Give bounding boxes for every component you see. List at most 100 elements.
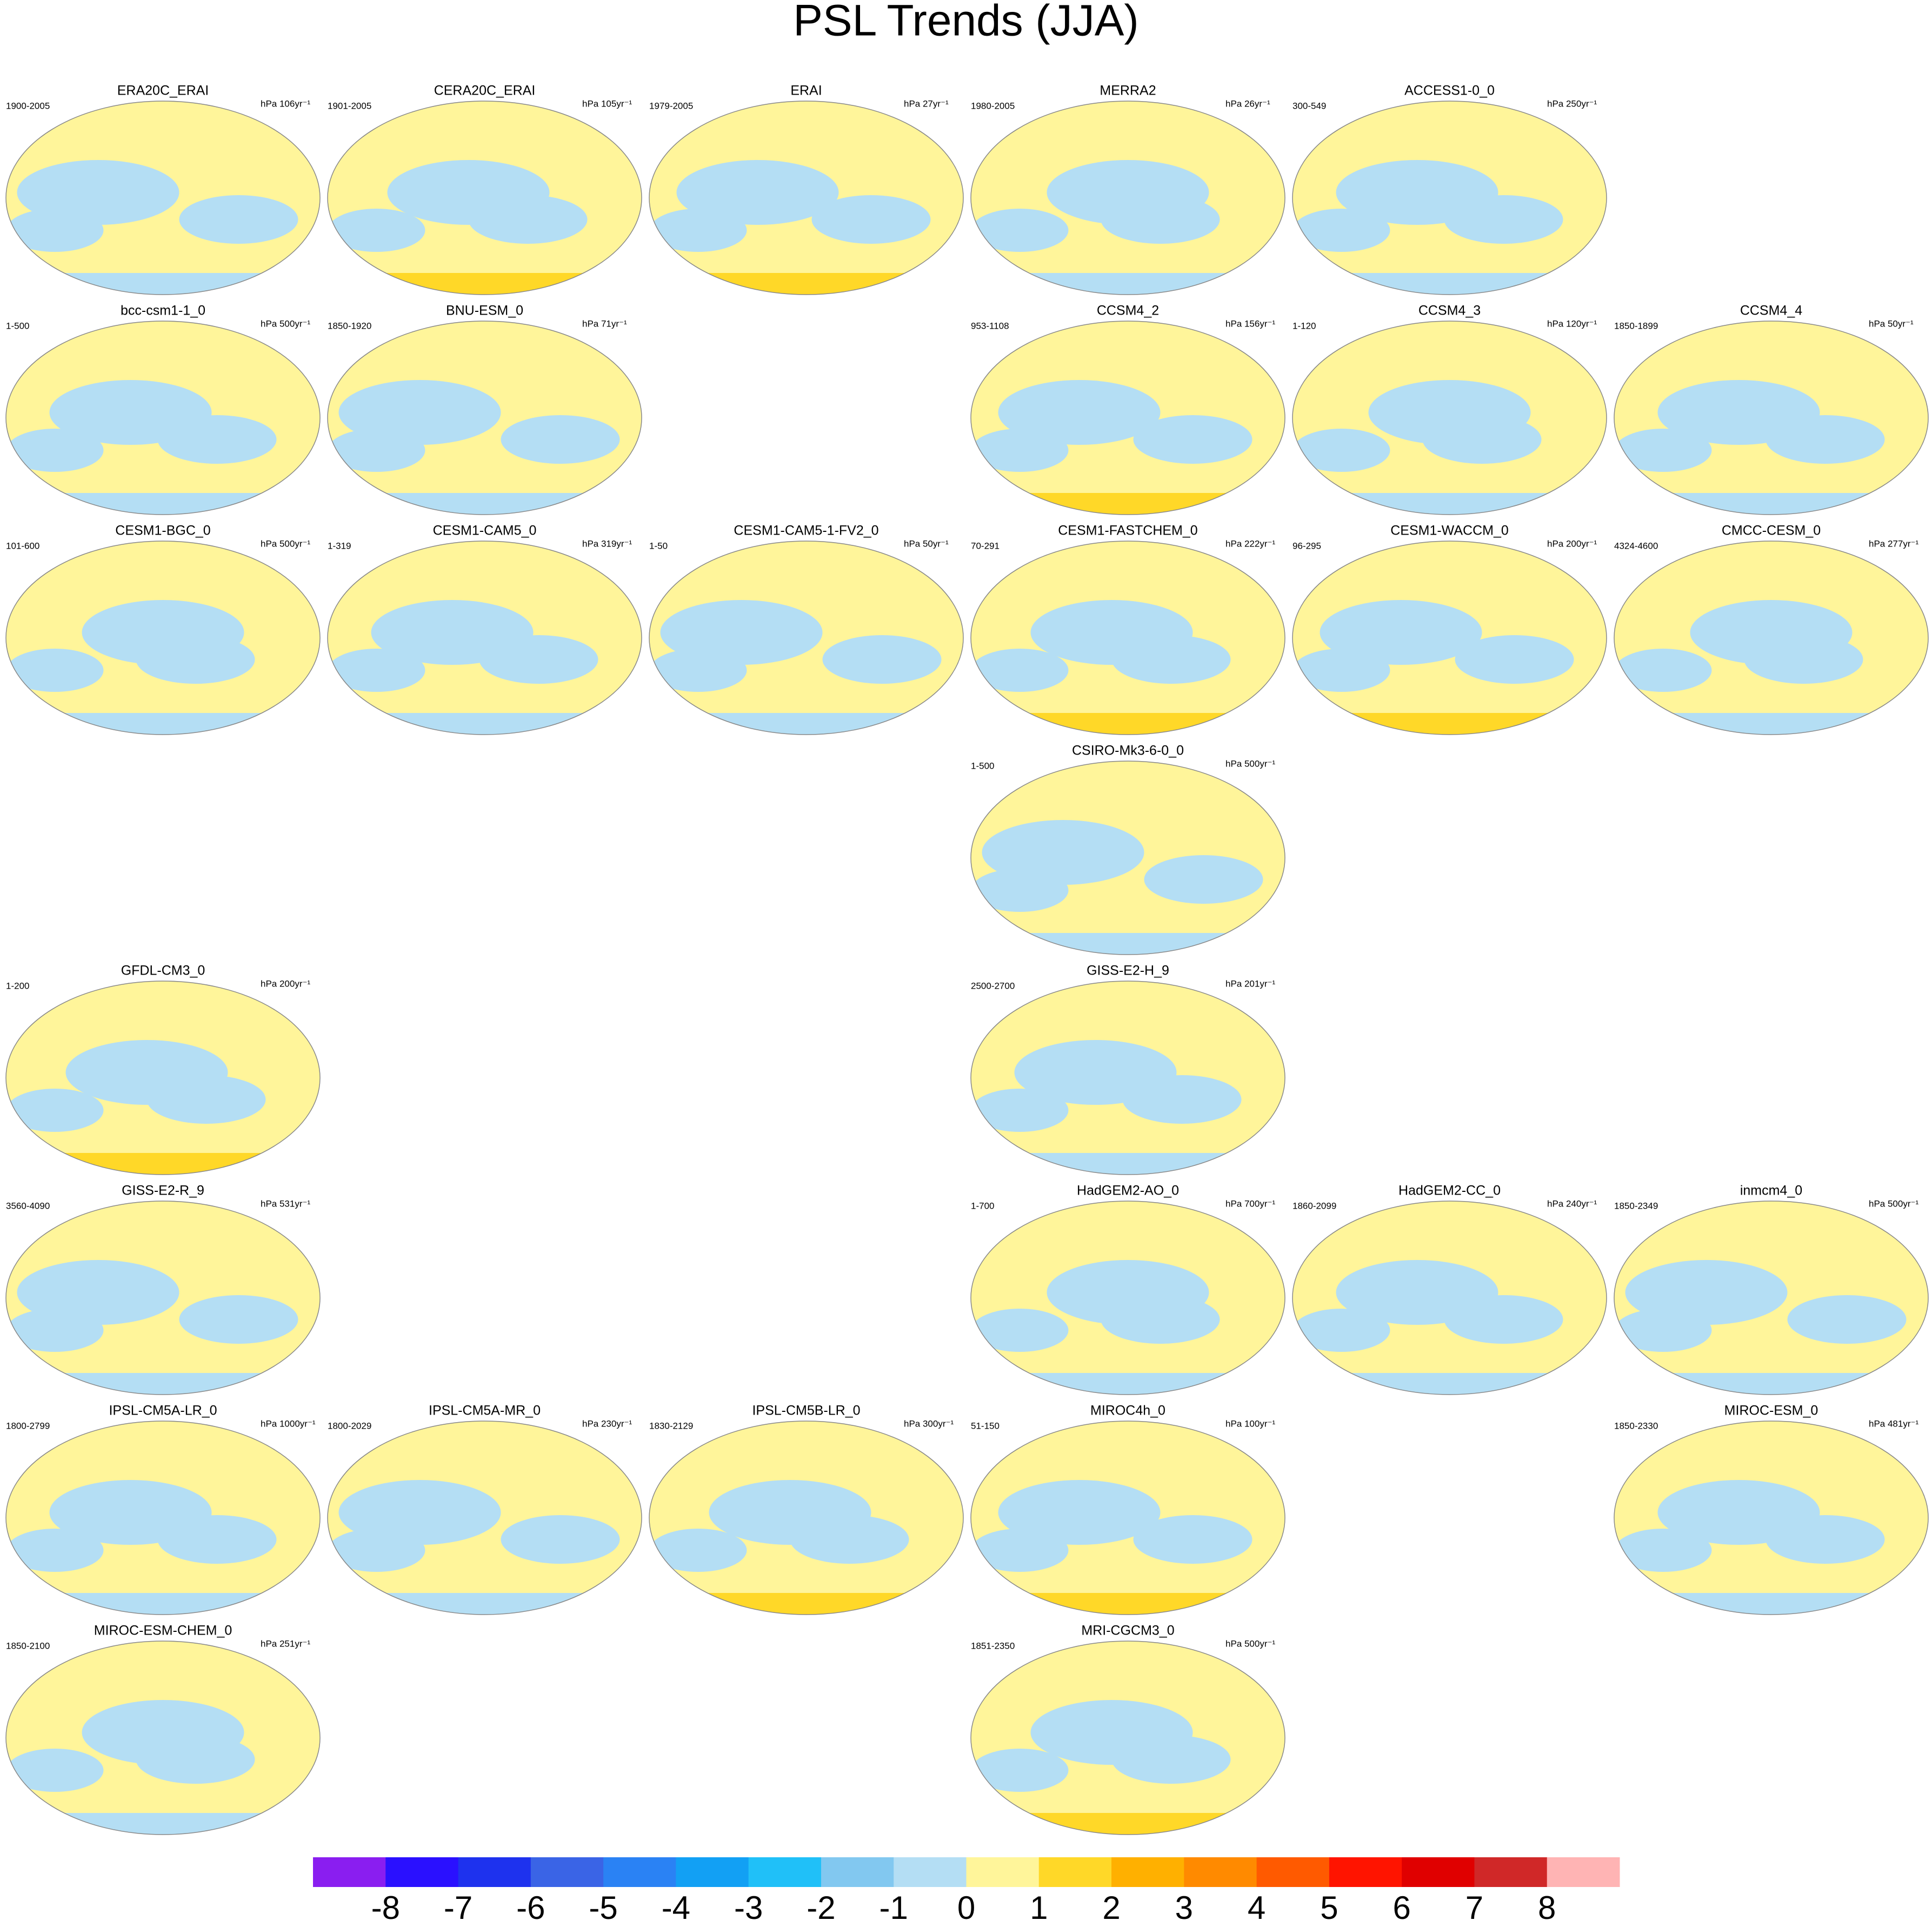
map-region [1614,1373,1928,1395]
panel-period: 1830-2129 [649,1421,693,1431]
map-region [1293,1309,1390,1352]
map-region [676,160,839,225]
map-outline [5,321,321,515]
map-region [971,649,1069,692]
map-outline [1614,1421,1929,1615]
panel-period: 1979-2005 [649,101,693,111]
panel-units: hPa 481yr⁻¹ [1869,1418,1918,1429]
map [328,1421,642,1615]
colorbar-box [966,1857,1040,1887]
map-region [971,1153,1285,1175]
map-region [328,209,425,252]
map-region [971,429,1069,472]
panel-title: CESM1-CAM5_0 [433,523,537,538]
map-region [998,1480,1161,1545]
map-region [1293,649,1390,692]
map-region [649,649,747,692]
map-outline [970,541,1285,735]
map-region [1455,635,1574,684]
map-outline [1292,321,1607,515]
map [971,321,1285,515]
map-region [1133,1515,1253,1564]
map-region [338,1480,501,1545]
map-outline [5,1201,321,1395]
map-region [6,649,104,692]
map [1614,541,1928,735]
map-region [157,415,277,464]
map [1614,321,1928,515]
map-region [971,1593,1285,1615]
panel-units: hPa 27yr⁻¹ [904,98,949,109]
map-region [6,1749,104,1792]
colorbar-box [1474,1857,1548,1887]
colorbar-label: 3 [1175,1890,1193,1926]
map-region [1614,1593,1928,1615]
map-region [1444,1295,1563,1344]
map-outline [970,1421,1285,1615]
map-region [6,1813,320,1835]
panel-title: MERRA2 [1100,83,1156,98]
map-outline [1292,541,1607,735]
map-region [6,1373,320,1395]
colorbar-box [530,1857,604,1887]
panel-title: MRI-CGCM3_0 [1081,1623,1174,1638]
colorbar-box [748,1857,822,1887]
map-region [17,160,179,225]
colorbar-label: -2 [807,1890,835,1926]
panel-units: hPa 240yr⁻¹ [1547,1198,1597,1209]
map-outline [970,981,1285,1175]
map [649,101,963,295]
map-region [971,1529,1069,1572]
colorbar-box [1329,1857,1402,1887]
map [971,761,1285,955]
map-region [649,209,747,252]
panel-title: IPSL-CM5A-MR_0 [429,1403,541,1418]
colorbar-label: -3 [734,1890,763,1926]
map [649,541,963,735]
map [6,1641,320,1835]
map-region [1101,1295,1220,1344]
panel-title: bcc-csm1-1_0 [121,303,205,318]
colorbar-label: 4 [1248,1890,1265,1926]
panel-title: HadGEM2-CC_0 [1398,1183,1501,1198]
panel-period: 1900-2005 [6,101,50,111]
panel-title: CCSM4_2 [1097,303,1159,318]
map-region [1766,415,1885,464]
map [971,541,1285,735]
panel-title: MIROC-ESM_0 [1724,1403,1818,1418]
panel-units: hPa 105yr⁻¹ [582,98,632,109]
panel-units: hPa 200yr⁻¹ [1547,538,1597,549]
colorbar-box [458,1857,531,1887]
map-region [179,1295,298,1344]
map-region [1787,1295,1907,1344]
panel-period: 1-500 [6,321,29,331]
colorbar-label: 6 [1393,1890,1410,1926]
map-region [328,1529,425,1572]
map-region [1293,429,1390,472]
panel-title: CCSM4_4 [1740,303,1802,318]
map-region [1111,635,1231,684]
panel-units: hPa 71yr⁻¹ [582,318,627,329]
map [6,541,320,735]
map-region [501,415,620,464]
map-region [1766,1515,1885,1564]
panel-units: hPa 230yr⁻¹ [582,1418,632,1429]
panel-units: hPa 251yr⁻¹ [261,1638,310,1649]
map-region [1614,1309,1712,1352]
colorbar-label: -5 [589,1890,617,1926]
map-outline [5,1421,321,1615]
panel-period: 1850-1899 [1614,321,1658,331]
map [328,101,642,295]
panel-units: hPa 1000yr⁻¹ [261,1418,316,1429]
panel-period: 1850-2100 [6,1641,50,1651]
map-region [6,493,320,515]
colorbar-box [894,1857,967,1887]
map-outline [5,981,321,1175]
panel-units: hPa 700yr⁻¹ [1225,1198,1275,1209]
panel-units: hPa 50yr⁻¹ [1869,318,1914,329]
panel-period: 101-600 [6,541,39,551]
map-region [811,195,931,244]
panel-period: 70-291 [971,541,1000,551]
map-region [971,209,1069,252]
map-region [1744,635,1863,684]
